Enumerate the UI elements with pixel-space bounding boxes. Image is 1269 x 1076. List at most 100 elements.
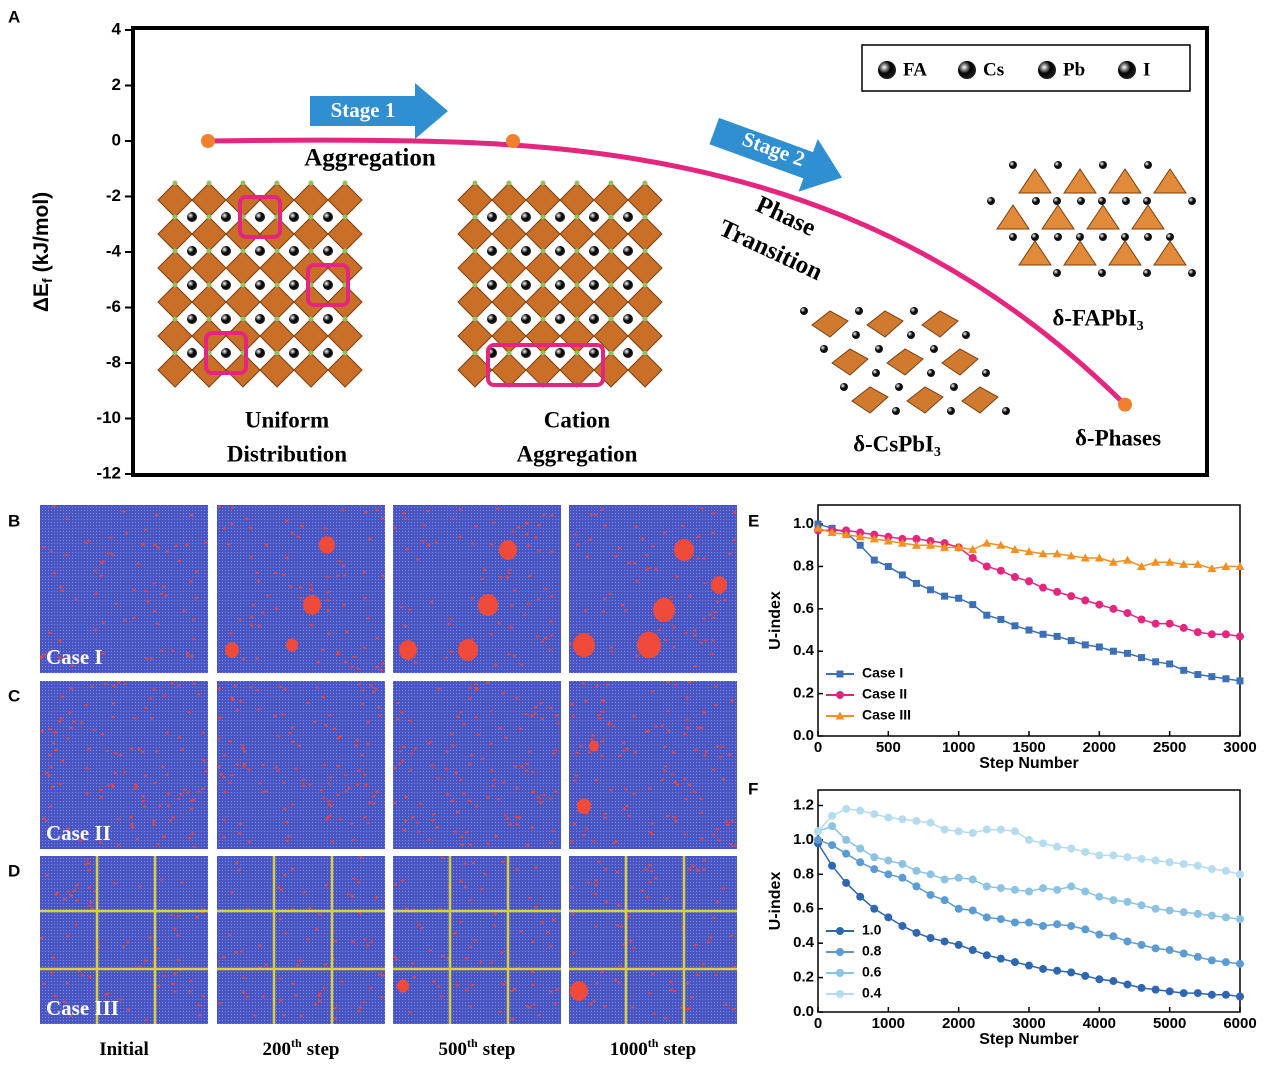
cs-site (413, 747, 417, 750)
data-point (1221, 630, 1230, 639)
cs-site (380, 517, 384, 520)
cs-site (178, 736, 182, 739)
cs-site (603, 524, 607, 527)
column-label-rest: step (307, 1039, 340, 1060)
cs-site (326, 816, 330, 819)
fa-ion-ball (555, 314, 565, 324)
cs-site (520, 663, 524, 666)
fa-octahedron (1041, 204, 1075, 230)
cs-ion-ball (907, 331, 915, 339)
cs-site (670, 773, 674, 776)
cs-site (468, 763, 472, 766)
cs-site (708, 613, 712, 616)
data-point (940, 896, 949, 905)
fa-ion (289, 212, 299, 222)
octahedron (157, 216, 193, 252)
cs-site (421, 539, 425, 542)
data-point (1095, 930, 1104, 939)
cs-site (393, 767, 397, 770)
cs-site (437, 687, 441, 690)
cs-site (189, 580, 193, 583)
y-tick-label: 0.6 (793, 600, 814, 617)
cs-cluster (397, 979, 409, 993)
cs-site (375, 509, 379, 512)
data-point (1025, 835, 1033, 844)
fa-octahedron (1108, 168, 1142, 194)
iodide (608, 214, 614, 220)
energy-curve (207, 137, 1127, 407)
cs-site (334, 1007, 338, 1010)
cs-site (411, 962, 415, 965)
cs-site (717, 839, 721, 842)
cs-site (623, 808, 627, 811)
fa-octahedron (1063, 240, 1097, 266)
x-axis-label: Step Number (979, 755, 1079, 772)
cs-site (202, 759, 206, 762)
cs-site (603, 1005, 607, 1008)
cs-site (218, 716, 222, 719)
y-tick-label: -2 (106, 186, 121, 205)
data-point (968, 946, 977, 955)
data-point (912, 882, 921, 891)
cs-site (595, 982, 599, 985)
fa-ion-ball (255, 280, 265, 290)
column-label: 500th step (439, 1036, 516, 1061)
fa-ion (1054, 161, 1062, 169)
cs-site (454, 830, 458, 833)
cs-site (121, 945, 125, 948)
cs-site (447, 622, 451, 625)
legend-swatch-ball (1038, 61, 1056, 79)
iodide (540, 214, 546, 220)
data-point (1122, 555, 1132, 564)
data-point (1151, 985, 1160, 994)
cs-site (126, 941, 130, 944)
fa-ion (221, 314, 231, 324)
cs-site (437, 985, 441, 988)
fa-ion (1054, 233, 1062, 241)
cs-site (451, 744, 455, 747)
cs-site (469, 754, 473, 757)
cs-site (548, 797, 552, 800)
cs-site (323, 527, 327, 530)
cs-site (594, 925, 598, 928)
data-point (1207, 911, 1216, 920)
cs-site (193, 845, 197, 848)
cs-site (138, 885, 142, 888)
cs-site (440, 856, 444, 859)
data-point (856, 858, 865, 867)
cs-ion (852, 331, 860, 339)
cs-site (427, 544, 431, 547)
data-point (855, 532, 865, 541)
cs-site (101, 652, 105, 655)
cs-site (499, 576, 503, 579)
fa-ion (323, 212, 333, 222)
cs-site (130, 823, 134, 826)
cs-site (427, 838, 431, 841)
cs-site (513, 589, 517, 592)
cs-site (69, 726, 73, 729)
cs-site (85, 792, 89, 795)
cs-site (525, 533, 529, 536)
y-label-main: ΔE (30, 283, 53, 312)
cs-site (667, 729, 671, 732)
iodide (642, 214, 648, 220)
octahedron (559, 182, 595, 218)
cs-site (690, 996, 694, 999)
cs-site (179, 793, 183, 796)
cs-ion-ball (895, 383, 903, 391)
cs-site (511, 530, 515, 533)
simulation-image (569, 681, 737, 849)
data-point (1193, 861, 1202, 870)
octahedron (593, 182, 629, 218)
cs-site (644, 554, 648, 557)
cs-site (702, 859, 706, 862)
cs-site (378, 973, 382, 976)
fa-ion (1031, 233, 1039, 241)
cs-site (499, 727, 503, 730)
octahedron (491, 284, 527, 320)
cs-site (416, 923, 420, 926)
octahedron (191, 250, 227, 286)
x-tick-label: 1000 (942, 739, 975, 756)
data-point (870, 810, 879, 819)
cs-site (55, 892, 59, 895)
